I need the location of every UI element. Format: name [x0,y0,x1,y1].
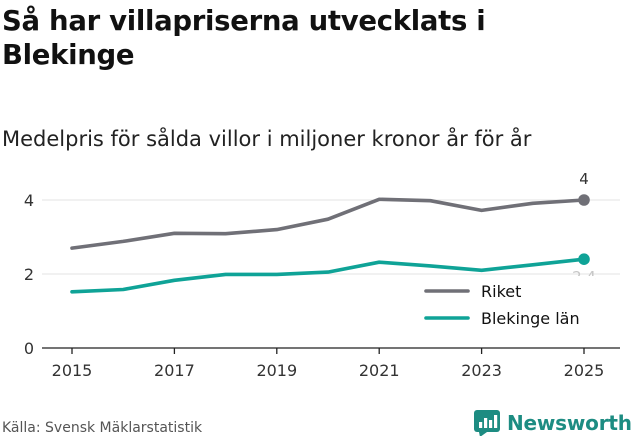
legend-background [410,276,595,300]
x-tick-label: 2017 [154,361,195,380]
y-tick-label: 0 [24,339,34,358]
line-chart: 02420152017201920212023202542,4RiketBlek… [24,170,620,380]
x-tick-label: 2019 [256,361,297,380]
source-note: Källa: Svensk Mäklarstatistik [2,420,203,436]
legend-label: Riket [481,282,521,301]
x-tick-label: 2021 [359,361,400,380]
brand[interactable]: Newsworthy [474,408,631,438]
y-tick-label: 4 [24,191,34,210]
series-line [70,257,586,294]
end-point-marker [578,253,590,265]
data-label: 4 [579,170,589,188]
x-tick-label: 2015 [52,361,93,380]
brand-name: Newsworthy [507,411,631,435]
x-tick-label: 2023 [461,361,502,380]
y-tick-label: 2 [24,265,34,284]
chart-subtitle: Medelpris för sålda villor i miljoner kr… [2,127,532,151]
end-point-marker [578,194,590,206]
legend-background [410,303,595,327]
newsworthy-logo-icon [474,410,500,436]
x-tick-label: 2025 [564,361,605,380]
legend-label: Blekinge län [481,309,580,328]
chart-title: Så har villapriserna utvecklats i Blekin… [2,5,486,71]
series-line [70,197,586,250]
